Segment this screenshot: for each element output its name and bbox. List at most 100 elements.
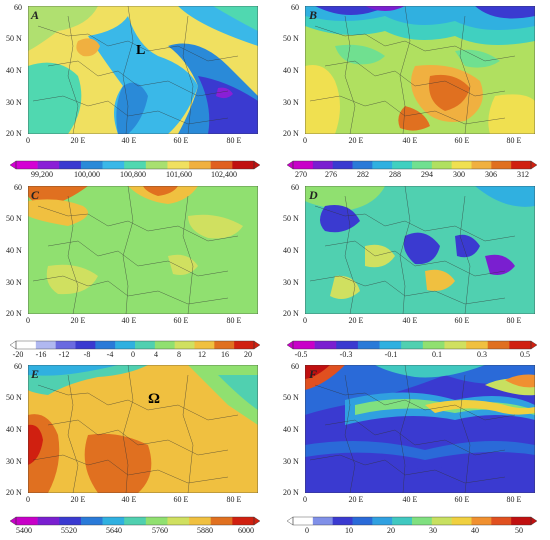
colorbar-swatch — [59, 161, 82, 169]
colorbar-swatch — [491, 517, 512, 525]
colorbar-tick: 100,000 — [74, 170, 100, 179]
colorbar-tick: 102,400 — [211, 170, 237, 179]
colorbar-swatch — [293, 517, 314, 525]
colorbar-swatch — [232, 517, 255, 525]
colorbar-swatch — [332, 517, 353, 525]
colorbar-tick: -0.1 — [384, 350, 398, 359]
lon-tick: 40 E — [121, 316, 137, 325]
lon-tick: 20 E — [70, 136, 86, 145]
colorbar-min-arrow — [10, 516, 17, 526]
colorbar-tick: 306 — [485, 170, 497, 179]
panel-label-f: F — [309, 367, 318, 381]
lat-tick: 60 — [291, 3, 299, 12]
lon-tick: 0 — [26, 136, 30, 145]
lon-tick: 40 E — [402, 495, 418, 504]
colorbar-max-arrow — [253, 516, 260, 526]
colorbar-swatch — [451, 161, 472, 169]
colorbar-swatch — [412, 517, 433, 525]
colorbar-tick: 0.5 — [520, 350, 530, 359]
colorbar-swatch — [80, 161, 103, 169]
colorbar-swatch — [154, 341, 175, 349]
lat-tick: 50 N — [283, 214, 299, 223]
colorbar-swatch — [471, 517, 492, 525]
lon-tick: 20 E — [348, 316, 364, 325]
colorbar-swatch — [431, 161, 452, 169]
lat-tick: 60 — [291, 362, 299, 371]
lat-tick: 30 N — [283, 457, 299, 466]
colorbar-swatch — [55, 341, 76, 349]
colorbar-tick: 5520 — [61, 526, 77, 535]
colorbar-min-arrow — [10, 160, 17, 170]
panel-label-c: C — [31, 188, 40, 202]
lat-tick: 20 N — [6, 129, 22, 138]
panel-label-b: B — [309, 8, 318, 22]
lat-tick: 60 — [14, 183, 22, 192]
colorbar-swatch — [189, 517, 212, 525]
lon-tick: 0 — [303, 495, 307, 504]
lon-tick: 20 E — [348, 495, 364, 504]
colorbar-swatch — [431, 517, 452, 525]
colorbar-tick: 50 — [515, 526, 523, 535]
lat-tick: 40 N — [6, 66, 22, 75]
colorbar-tick: 0 — [305, 526, 309, 535]
colorbar-swatch — [37, 161, 60, 169]
colorbar-swatch — [145, 161, 168, 169]
lon-tick: 80 E — [506, 495, 522, 504]
lon-tick: 20 E — [348, 136, 364, 145]
colorbar-tick: -20 — [12, 350, 24, 359]
colorbar-swatch — [174, 341, 195, 349]
lon-tick: 60 E — [173, 316, 189, 325]
colorbar-tick: 282 — [357, 170, 369, 179]
lon-tick: 60 E — [454, 316, 470, 325]
colorbar-swatch — [312, 517, 333, 525]
lon-tick: 60 E — [454, 136, 470, 145]
colorbar-min-arrow — [287, 516, 294, 526]
colorbar-tick: 288 — [389, 170, 401, 179]
colorbar-tick: 100,800 — [120, 170, 146, 179]
lon-tick: 0 — [26, 495, 30, 504]
colorbar-min-arrow — [10, 340, 17, 350]
lon-tick: 40 E — [121, 495, 137, 504]
colorbar-tick: -12 — [58, 350, 70, 359]
lon-tick: 80 E — [226, 316, 242, 325]
colorbar-d: -0.5 -0.3 -0.1 0.1 0.3 0.5 — [287, 340, 537, 362]
lon-tick: 80 E — [226, 136, 242, 145]
colorbar-swatch — [115, 341, 136, 349]
colorbar-max-arrow — [253, 160, 260, 170]
lat-tick: 40 N — [6, 425, 22, 434]
colorbar-swatch — [314, 341, 337, 349]
colorbar-f: 0 10 20 30 40 50 — [287, 516, 537, 538]
colorbar-tick: 5880 — [197, 526, 213, 535]
lat-tick: 30 N — [6, 98, 22, 107]
colorbar-swatch — [372, 517, 393, 525]
lat-tick: 50 N — [283, 34, 299, 43]
colorbar-tick: -16 — [35, 350, 47, 359]
colorbar-max-arrow — [530, 340, 537, 350]
colorbar-swatch — [336, 341, 359, 349]
colorbar-swatch — [214, 341, 235, 349]
colorbar-tick: 276 — [325, 170, 337, 179]
colorbar-frame — [292, 340, 532, 350]
lat-tick: 20 N — [283, 129, 299, 138]
colorbar-tick: 5760 — [152, 526, 168, 535]
colorbar-frame — [292, 516, 532, 526]
colorbar-swatch — [95, 341, 116, 349]
colorbar-swatch — [75, 341, 96, 349]
colorbar-swatch — [511, 161, 532, 169]
lat-tick: 30 N — [6, 278, 22, 287]
colorbar-tick: 4 — [154, 350, 158, 359]
colorbar-swatch — [102, 161, 125, 169]
colorbar-tick: 300 — [453, 170, 465, 179]
colorbar-min-arrow — [287, 160, 294, 170]
colorbar-tick: 20 — [244, 350, 252, 359]
lon-tick: 0 — [303, 316, 307, 325]
colorbar-e: 5400 5520 5640 5760 5880 6000 — [10, 516, 260, 538]
lon-tick: 60 E — [173, 136, 189, 145]
colorbar-swatch — [412, 161, 433, 169]
lat-tick: 60 — [291, 183, 299, 192]
lat-tick: 30 N — [6, 457, 22, 466]
colorbar-c: -20 -16 -12 -8 -4 0 4 8 12 16 20 — [10, 340, 260, 362]
colorbar-tick: 16 — [221, 350, 229, 359]
map-d — [305, 186, 535, 314]
colorbar-swatch — [312, 161, 333, 169]
